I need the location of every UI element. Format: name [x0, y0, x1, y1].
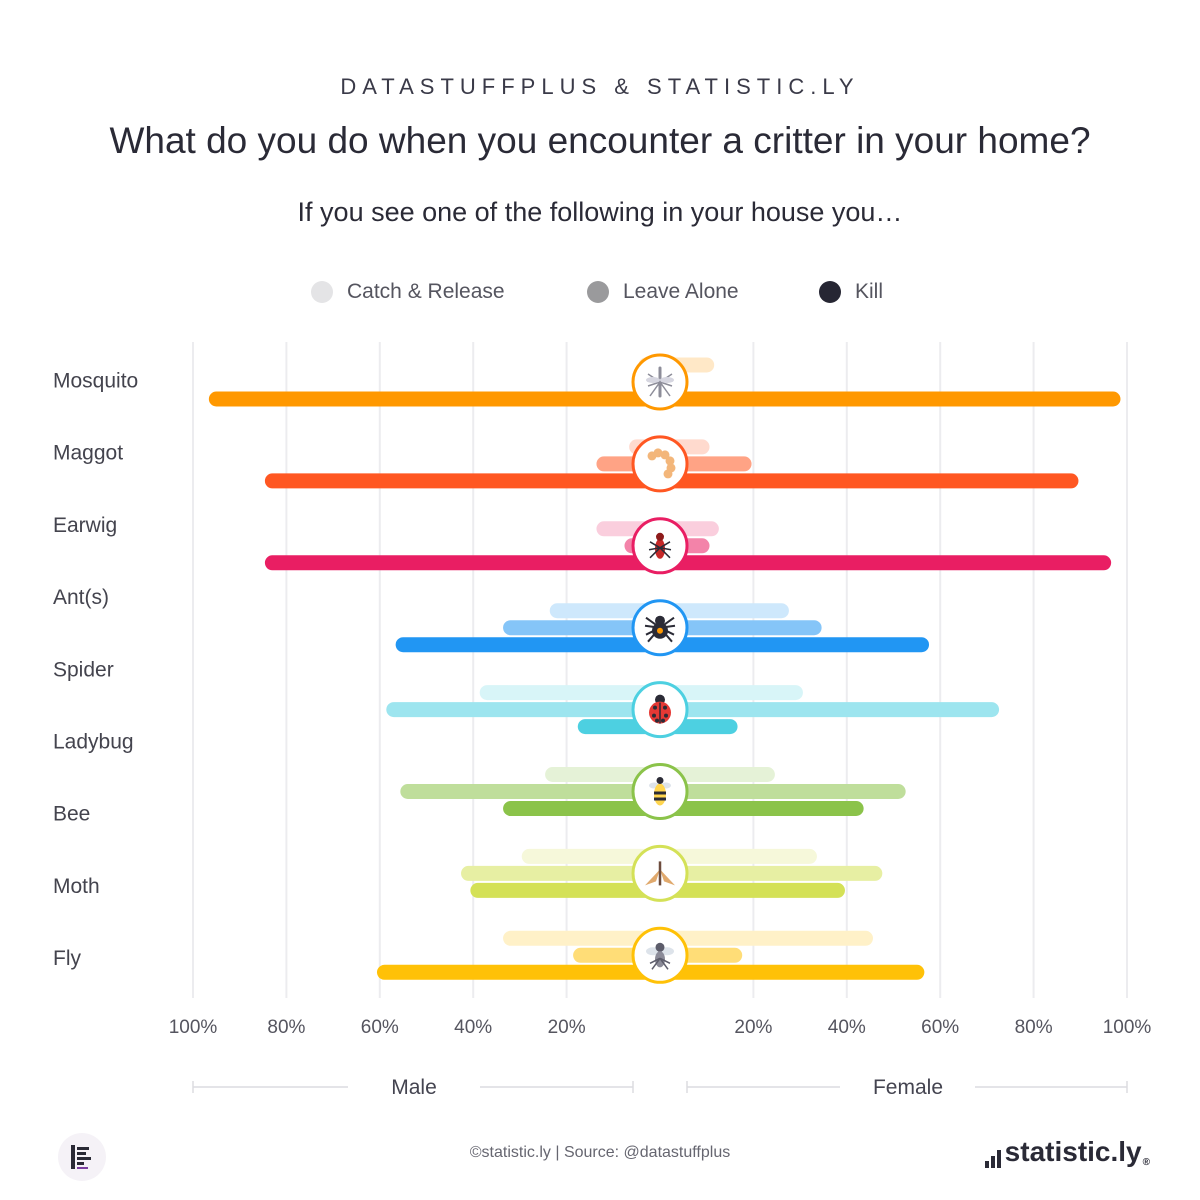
row-label: Moth [53, 875, 100, 898]
row-label: Bee [53, 803, 90, 826]
maggot-icon [647, 448, 676, 479]
brand-name: statistic.ly [1004, 1136, 1142, 1167]
footer-source: ©statistic.ly | Source: @datastuffplus [469, 1144, 731, 1161]
moth-icon [645, 861, 675, 886]
brand-bars-icon [984, 1146, 1003, 1168]
bee-icon [649, 777, 671, 806]
x-tick-label: 60% [921, 1017, 959, 1038]
earwig-icon [648, 532, 672, 559]
row-label: Ladybug [53, 731, 134, 754]
legend-swatch [311, 281, 333, 303]
legend-swatch [587, 281, 609, 303]
chart: 100% 80% 60% 40% 20% 20% 40% 60% 80% 100% Male Fema… [53, 342, 1152, 1099]
row-label: Mosquito [53, 370, 138, 393]
x-tick-label: 40% [454, 1017, 492, 1038]
x-tick-label: 20% [548, 1017, 586, 1038]
statistically-brand: statistic.ly ® [984, 1136, 1150, 1168]
ladybug-icon [649, 694, 671, 724]
row-label: Fly [53, 947, 81, 970]
kicker: DATASTUFFPLUS & STATISTIC.LY [340, 74, 860, 99]
legend-swatch [819, 281, 841, 303]
legend-item-catch-release: Catch & Release [311, 277, 505, 307]
x-tick-label: 80% [1015, 1017, 1053, 1038]
x-tick-label: 100% [1103, 1017, 1152, 1038]
x-tick-label: 80% [267, 1017, 305, 1038]
legend-label: Catch & Release [347, 280, 505, 303]
spider-icon [644, 615, 676, 643]
x-tick-label: 100% [169, 1017, 218, 1038]
x-tick-label: 40% [828, 1017, 866, 1038]
icon-badge [631, 435, 689, 493]
brand-mark: ® [1142, 1157, 1150, 1168]
legend-item-leave-alone: Leave Alone [587, 277, 739, 307]
row-label: Ant(s) [53, 586, 109, 609]
row-label: Earwig [53, 514, 117, 537]
fly-icon [646, 942, 674, 970]
x-tick-label: 20% [734, 1017, 772, 1038]
datastuffplus-logo [58, 1133, 106, 1181]
logo-mark-icon [71, 1145, 91, 1169]
male-group-label: Male [391, 1076, 437, 1099]
legend-label: Kill [855, 280, 884, 303]
legend: Catch & Release Leave Alone Kill [0, 277, 1200, 307]
row-label: Spider [53, 658, 114, 681]
mosquito-icon [646, 366, 674, 398]
row-label: Maggot [53, 442, 123, 465]
legend-item-kill: Kill [819, 277, 883, 307]
chart-title: What do you do when you encounter a crit… [109, 120, 1091, 161]
legend-label: Leave Alone [623, 280, 739, 303]
chart-subtitle: If you see one of the following in your … [297, 197, 903, 227]
female-group-label: Female [873, 1076, 943, 1099]
x-tick-label: 60% [361, 1017, 399, 1038]
